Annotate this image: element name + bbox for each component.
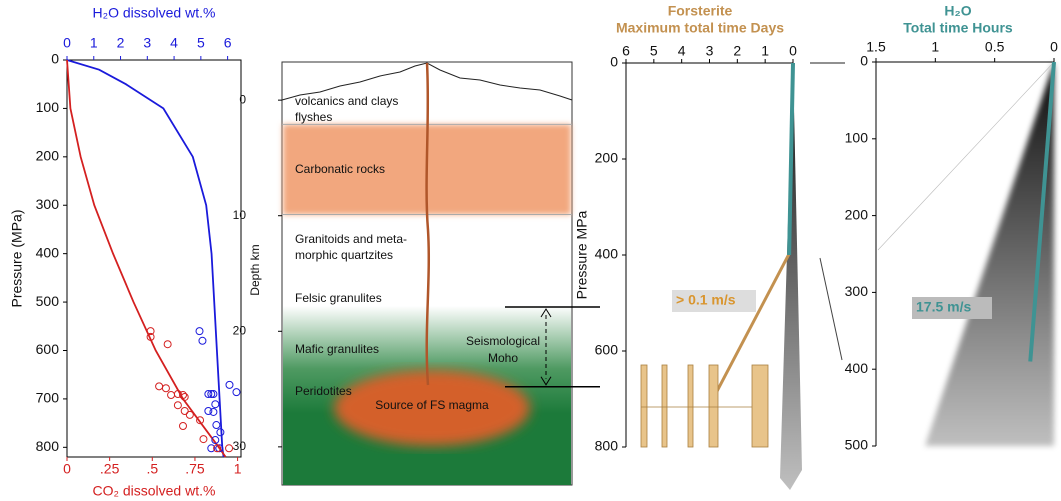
- y-tick-label: 0: [860, 53, 868, 69]
- annotation: > 0.1 m/s: [676, 292, 736, 308]
- figure: 0100200300400500600700800Pressure (MPa)0…: [0, 0, 1061, 501]
- layer-label: Felsic granulites: [295, 291, 382, 305]
- connector: [820, 258, 842, 360]
- x-tick-label: .5: [146, 461, 158, 477]
- x-tick-label: 3: [706, 43, 714, 59]
- y-tick-label: 100: [36, 99, 60, 115]
- crystal-sketch: [641, 365, 768, 447]
- x-tick-label: 5: [197, 35, 205, 51]
- data-point: [217, 429, 224, 436]
- layer-label: Peridotites: [295, 384, 352, 398]
- series-line: [67, 60, 224, 457]
- x2-axis-label: CO₂ dissolved wt.%: [93, 483, 216, 499]
- trajectory-fan: [925, 62, 1054, 446]
- y-tick-label: 0: [51, 51, 59, 67]
- x-tick-label: 3: [143, 35, 151, 51]
- y-tick-label: 400: [845, 360, 869, 376]
- x-tick-label: 6: [224, 35, 232, 51]
- y-tick-label: 0: [239, 92, 246, 106]
- crust-section-panel: volcanics and clays flyshes Carbonatic r…: [233, 62, 600, 485]
- y-tick-label: 10: [233, 208, 247, 222]
- data-point: [213, 422, 220, 429]
- y-tick-label: 20: [233, 323, 247, 337]
- data-point: [212, 401, 219, 408]
- y-tick-label: 200: [845, 206, 869, 222]
- x-tick-label: 4: [170, 35, 178, 51]
- y-tick-label: 700: [36, 390, 60, 406]
- x-tick-label: 2: [117, 35, 125, 51]
- layer-label: morphic quartzites: [295, 248, 393, 262]
- chart-title: H₂O: [944, 3, 971, 19]
- y-tick-label: 30: [233, 439, 247, 453]
- layer-label: Mafic granulites: [295, 342, 379, 356]
- chart-title: Maximum total time Days: [616, 20, 784, 36]
- y-tick-label: 200: [595, 150, 619, 166]
- x-tick-label: 0: [789, 43, 797, 59]
- x-tick-label: .75: [185, 461, 205, 477]
- data-point: [156, 383, 163, 390]
- data-point: [210, 408, 217, 415]
- forsterite-panel: > 0.1 m/s 0 200 400 600 800 Pressure MPa 6 5 4 3 2…: [574, 3, 845, 490]
- layer-label: flyshes: [295, 110, 332, 124]
- chart-title: Forsterite: [668, 3, 733, 19]
- y-tick-label: 600: [36, 341, 60, 357]
- magma-label: Source of FS magma: [375, 398, 489, 412]
- data-point: [200, 436, 207, 443]
- y-tick-label: 300: [845, 283, 869, 299]
- y-tick-label: 600: [595, 342, 619, 358]
- layer-label: volcanics and clays: [295, 94, 398, 108]
- water-panel: 17.5 m/s 0 100 200 300 400 500 1.5 1 0.5 0 H₂OTota…: [845, 3, 1058, 453]
- data-point: [226, 445, 233, 452]
- layer-label: Granitoids and meta-: [295, 232, 407, 246]
- x-tick-label: 1: [90, 35, 98, 51]
- x-tick-label: 0.5: [985, 39, 1005, 55]
- x-tick-label: .25: [100, 461, 120, 477]
- x-tick-label: 0: [63, 461, 71, 477]
- y-tick-label: 100: [845, 130, 869, 146]
- chart-title: Total time Hours: [903, 20, 1013, 36]
- y-tick-label: 500: [845, 437, 869, 453]
- y-tick-label: 400: [36, 244, 60, 260]
- data-point: [180, 423, 187, 430]
- x-axis-label: H₂O dissolved wt.%: [93, 5, 216, 21]
- x-tick-label: 1: [761, 43, 769, 59]
- x-tick-label: 1: [931, 39, 939, 55]
- series-line: [67, 60, 226, 457]
- data-point: [186, 411, 193, 418]
- y-tick-label: 300: [36, 196, 60, 212]
- x-tick-label: 0: [63, 35, 71, 51]
- data-point: [164, 341, 171, 348]
- x-tick-label: 4: [678, 43, 686, 59]
- moho-label: Moho: [488, 351, 518, 365]
- x-tick-label: 0: [1050, 39, 1058, 55]
- data-point: [226, 381, 233, 388]
- data-point: [174, 402, 181, 409]
- y-axis-label: Pressure (MPa): [9, 209, 25, 307]
- y-axis-label: Pressure MPa: [574, 210, 590, 299]
- x-tick-label: 5: [650, 43, 658, 59]
- y-tick-label: 200: [36, 148, 60, 164]
- y-tick-label: 400: [595, 246, 619, 262]
- y-axis-label: Depth km: [248, 244, 262, 295]
- y-tick-label: 0: [610, 54, 618, 70]
- data-point: [196, 328, 203, 335]
- y-tick-label: 800: [595, 438, 619, 454]
- moho-label: Seismological: [466, 334, 540, 348]
- layer-label: Carbonatic rocks: [295, 162, 385, 176]
- data-point: [168, 392, 175, 399]
- x-tick-label: 2: [733, 43, 741, 59]
- data-point: [162, 385, 169, 392]
- y-tick-label: 800: [36, 438, 60, 454]
- data-point: [233, 389, 240, 396]
- x-tick-label: 6: [622, 43, 630, 59]
- annotation: 17.5 m/s: [916, 299, 971, 315]
- y-tick-label: 500: [36, 293, 60, 309]
- x-tick-label: 1.5: [866, 39, 886, 55]
- solubility-panel: 0 100 200 300 400 500 600 700 800 Pressure (MPa) 0…: [9, 5, 242, 499]
- data-point: [199, 337, 206, 344]
- x-tick-label: 1: [234, 461, 242, 477]
